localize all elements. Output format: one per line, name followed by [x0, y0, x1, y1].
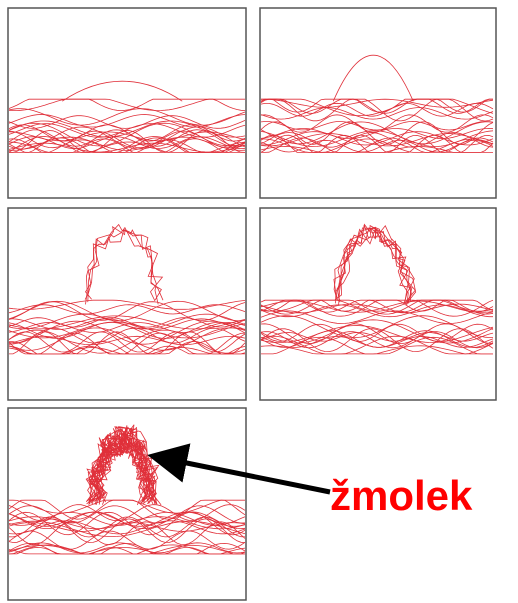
figure: žmolek [0, 0, 518, 603]
pill-label: žmolek [330, 472, 473, 519]
panel [8, 8, 246, 198]
panel [260, 8, 496, 198]
page: {"label": "žmolek"} žmolek (() => { cons… [0, 0, 518, 603]
